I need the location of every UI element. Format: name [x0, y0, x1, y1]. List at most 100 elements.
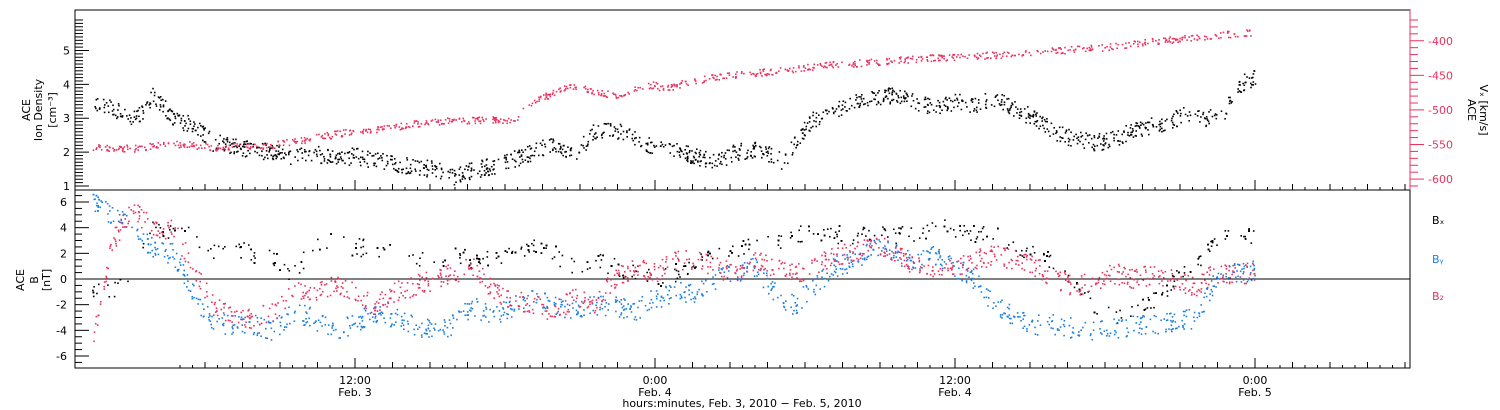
- bz-point: [127, 222, 129, 225]
- vx-point: [1164, 37, 1167, 40]
- by-point: [1170, 324, 1173, 327]
- by-point: [796, 304, 798, 306]
- vx-point: [1128, 42, 1130, 44]
- density-point: [276, 144, 278, 147]
- density-point: [1248, 77, 1251, 79]
- density-point: [1082, 143, 1084, 146]
- by-point: [376, 320, 379, 322]
- density-point: [341, 151, 343, 153]
- density-point: [792, 152, 794, 154]
- bx-point: [827, 228, 829, 230]
- by-point: [426, 318, 429, 321]
- by-point: [1034, 333, 1037, 335]
- density-point: [1080, 131, 1082, 134]
- vx-point: [784, 68, 787, 71]
- by-point: [155, 248, 157, 251]
- vx-point: [1028, 51, 1031, 54]
- by-point: [279, 325, 282, 327]
- vx-point: [1137, 45, 1139, 48]
- bx-point: [808, 225, 810, 228]
- by-point: [626, 316, 628, 318]
- density-point: [794, 136, 796, 139]
- density-point: [826, 109, 828, 112]
- vx-point: [995, 57, 997, 60]
- density-point: [391, 163, 394, 166]
- by-point: [737, 277, 739, 280]
- vx-point: [1021, 55, 1023, 57]
- vx-point: [1155, 40, 1157, 42]
- vx-point: [1137, 40, 1139, 43]
- vx-point: [765, 73, 768, 76]
- density-point: [418, 174, 421, 176]
- bz-point: [1153, 266, 1156, 268]
- density-point: [478, 170, 481, 172]
- density-point: [867, 104, 869, 107]
- by-point: [777, 296, 779, 299]
- density-point: [1055, 130, 1058, 132]
- by-point: [844, 258, 846, 260]
- bx-point: [918, 237, 921, 239]
- by-point: [1154, 332, 1157, 334]
- vx-point: [528, 104, 531, 106]
- vx-point: [547, 98, 549, 100]
- by-point: [618, 316, 621, 318]
- bx-point: [476, 257, 478, 260]
- by-point: [502, 306, 504, 309]
- bz-point: [496, 284, 499, 286]
- vx-point: [435, 121, 438, 123]
- by-point: [417, 328, 419, 330]
- density-point: [587, 143, 589, 145]
- by-point: [467, 318, 469, 321]
- by-point: [1171, 321, 1173, 323]
- density-point: [212, 150, 214, 152]
- by-point: [867, 255, 870, 258]
- bz-point: [802, 267, 804, 270]
- vx-point: [303, 136, 306, 139]
- density-point: [406, 159, 409, 161]
- by-point: [1175, 327, 1177, 330]
- by-point: [1233, 263, 1236, 265]
- density-point: [1205, 125, 1207, 128]
- vx-point: [121, 149, 124, 152]
- bx-point: [93, 286, 95, 288]
- vx-point: [600, 94, 603, 97]
- density-point: [352, 154, 355, 156]
- density-point: [803, 121, 806, 124]
- density-point: [1121, 133, 1123, 136]
- by-point: [583, 309, 585, 311]
- bx-point: [1119, 309, 1121, 312]
- by-point: [466, 311, 469, 313]
- density-point: [1229, 96, 1231, 99]
- density-point: [283, 157, 285, 160]
- vx-point: [667, 86, 669, 88]
- by-point: [881, 250, 883, 252]
- by-point: [306, 312, 308, 315]
- density-point: [1138, 125, 1141, 128]
- by-point: [875, 242, 877, 245]
- density-point: [1029, 115, 1032, 117]
- vx-point: [1076, 45, 1079, 48]
- density-point: [153, 94, 156, 97]
- by-point: [118, 221, 121, 223]
- density-point: [169, 119, 172, 121]
- by-point: [232, 315, 234, 317]
- density-point: [753, 155, 756, 157]
- density-point: [885, 95, 887, 97]
- bottom-left-axis-label: ACE B [nT]: [14, 269, 53, 291]
- bx-point: [857, 232, 859, 235]
- vx-point: [277, 140, 279, 143]
- density-point: [1213, 114, 1216, 117]
- bx-point: [288, 278, 290, 280]
- vx-point: [583, 86, 585, 89]
- by-point: [484, 303, 487, 305]
- vx-point: [536, 100, 538, 103]
- bx-point: [898, 227, 900, 229]
- vx-point: [728, 74, 731, 76]
- vx-point: [942, 55, 944, 57]
- density-point: [518, 151, 521, 154]
- density-point: [172, 113, 175, 115]
- density-point: [878, 90, 880, 92]
- density-point: [468, 162, 471, 165]
- vx-point: [617, 96, 620, 99]
- vx-point: [929, 54, 932, 56]
